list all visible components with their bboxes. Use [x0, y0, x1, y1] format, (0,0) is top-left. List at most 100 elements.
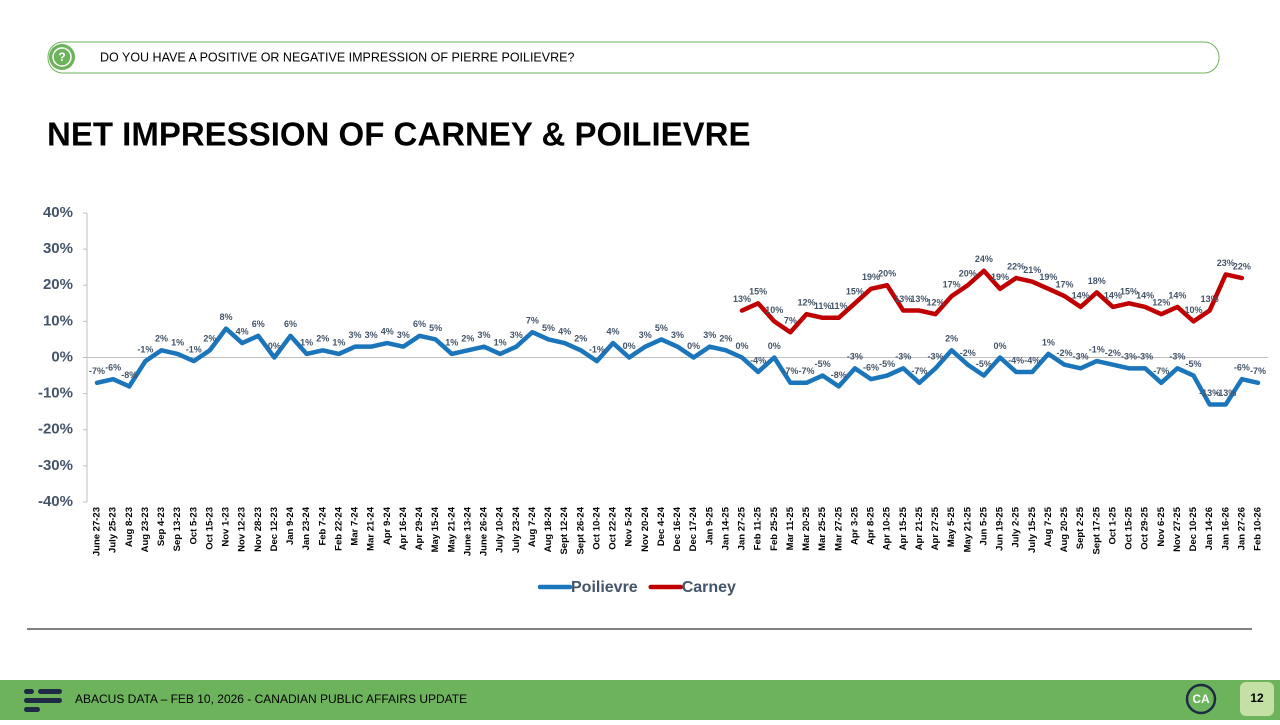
data-label: 0%: [268, 341, 281, 351]
data-label: 13%: [1201, 294, 1219, 304]
question-box: [47, 41, 1220, 74]
data-label: -7%: [89, 366, 105, 376]
x-tick-label: July 10-24: [495, 506, 506, 553]
data-label: -3%: [1073, 352, 1089, 362]
data-label: 14%: [1136, 290, 1154, 300]
x-tick-label: Sept 12-24: [559, 506, 570, 554]
x-tick-label: May 15-24: [430, 506, 441, 552]
data-label: 1%: [494, 337, 507, 347]
x-tick-label: Sept 2-25: [1075, 506, 1086, 549]
y-tick-label: -30%: [38, 457, 73, 474]
data-label: 1%: [171, 337, 184, 347]
footer-logo: [1185, 683, 1217, 715]
x-tick-label: Jan 9-25: [704, 506, 715, 545]
x-tick-label: May 21-25: [962, 506, 973, 552]
x-tick-label: June 26-24: [479, 506, 490, 556]
legend-label: Carney: [682, 579, 736, 596]
data-label: 4%: [236, 326, 249, 336]
x-tick-label: Feb 22-24: [333, 506, 344, 551]
x-tick-label: Apr 16-24: [398, 506, 409, 550]
x-tick-label: Apr 3-25: [849, 506, 860, 545]
x-tick-label: Jan 14-25: [720, 506, 731, 550]
data-label: 0%: [993, 341, 1006, 351]
x-tick-label: Jan 27-26: [1236, 507, 1247, 550]
question-icon-mark: ?: [58, 50, 65, 64]
data-label: 0%: [735, 341, 748, 351]
x-tick-label: Apr 15-25: [898, 506, 909, 550]
page-number: 12: [1250, 691, 1264, 705]
data-label: 2%: [461, 334, 474, 344]
x-tick-label: Jan 9-24: [285, 506, 296, 545]
data-label: 13%: [894, 294, 912, 304]
x-tick-label: Oct 29-25: [1140, 506, 1151, 549]
data-label: -3%: [847, 352, 863, 362]
x-tick-label: Aug 18-24: [543, 506, 554, 552]
data-label: 5%: [655, 323, 668, 333]
x-tick-label: Dec 16-24: [672, 506, 683, 551]
data-label: 1%: [332, 337, 345, 347]
data-label: -1%: [137, 344, 153, 354]
x-tick-label: Dec 12-23: [269, 507, 280, 551]
x-tick-label: Aug 7-25: [1043, 506, 1054, 547]
footer-text: ABACUS DATA – FEB 10, 2026 - CANADIAN PU…: [75, 692, 467, 706]
data-label: 4%: [381, 326, 394, 336]
data-label: 21%: [1023, 265, 1041, 275]
series-line: [739, 268, 1245, 335]
x-tick-label: Apr 21-25: [914, 506, 925, 550]
data-label: 15%: [1120, 287, 1138, 297]
x-tick-label: July 23-24: [511, 506, 522, 553]
data-label: -4%: [1024, 355, 1040, 365]
data-label: 17%: [1055, 279, 1073, 289]
x-tick-label: Dec 17-24: [688, 506, 699, 551]
data-label: 12%: [1152, 298, 1170, 308]
x-tick-label: Oct 15-23: [204, 507, 215, 550]
x-tick-label: Nov 1-23: [221, 507, 232, 547]
data-label: -5%: [976, 359, 992, 369]
data-label: 3%: [477, 330, 490, 340]
data-label: 5%: [429, 323, 442, 333]
data-label: -7%: [1153, 366, 1169, 376]
data-label: 3%: [671, 330, 684, 340]
series-line: [94, 326, 1261, 407]
x-tick-label: July 2-25: [1011, 506, 1022, 547]
data-label: -5%: [1185, 359, 1201, 369]
data-label: -8%: [121, 370, 137, 380]
data-label: 22%: [1007, 261, 1025, 271]
data-label: 23%: [1217, 258, 1235, 268]
x-tick-label: Jun 19-25: [995, 506, 1006, 551]
x-tick-label: Oct 15-25: [1124, 506, 1135, 549]
data-label: -4%: [1008, 355, 1024, 365]
question: DO YOU HAVE A POSITIVE OR NEGATIVE IMPRE…: [100, 50, 574, 64]
data-label: -7%: [798, 366, 814, 376]
data-label: 12%: [797, 298, 815, 308]
data-label: -1%: [186, 344, 202, 354]
data-label: 2%: [574, 334, 587, 344]
x-tick-label: Jan 16-26: [1220, 507, 1231, 550]
data-label: -13%: [1215, 388, 1236, 398]
data-label: 3%: [365, 330, 378, 340]
data-label: 7%: [784, 316, 797, 326]
data-label: -3%: [895, 352, 911, 362]
data-label: 14%: [1104, 290, 1122, 300]
x-tick-label: Nov 6-25: [1156, 506, 1167, 546]
data-label: 6%: [413, 319, 426, 329]
data-label: -6%: [105, 363, 121, 373]
data-label: 6%: [284, 319, 297, 329]
x-tick-label: Sep 4-23: [156, 507, 167, 546]
x-tick-label: June 27-23: [92, 507, 103, 556]
x-tick-label: May 5-25: [946, 506, 957, 547]
data-label: 3%: [510, 330, 523, 340]
x-tick-label: Nov 27-25: [1172, 506, 1183, 552]
data-label: -3%: [1169, 352, 1185, 362]
data-label: 2%: [203, 334, 216, 344]
data-label: 1%: [300, 337, 313, 347]
x-tick-label: Sep 13-23: [172, 507, 183, 551]
data-label: 11%: [830, 301, 848, 311]
x-tick-label: Dec 10-25: [1188, 506, 1199, 551]
x-tick-label: Apr 9-24: [382, 506, 393, 545]
footer-logo-bar: [24, 707, 40, 712]
x-tick-label: Aug 8-23: [124, 507, 135, 547]
x-tick-label: Mar 21-24: [366, 506, 377, 551]
data-label: 2%: [945, 334, 958, 344]
x-tick-label: Oct 22-24: [608, 506, 619, 549]
